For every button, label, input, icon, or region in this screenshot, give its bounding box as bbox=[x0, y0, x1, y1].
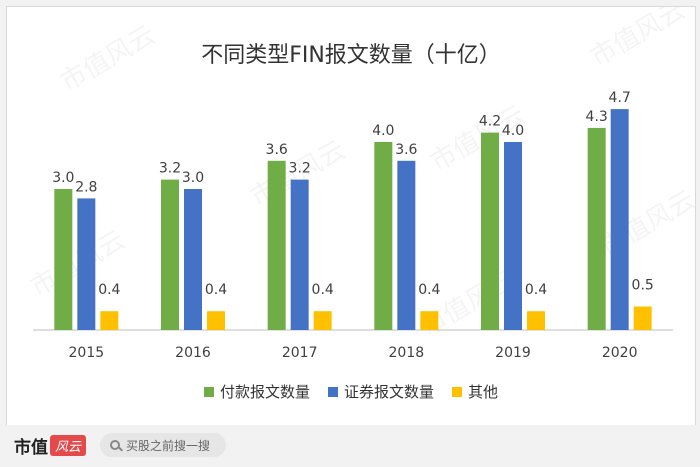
bar-2015-1 bbox=[54, 189, 73, 330]
watermark-text: 市值风云 bbox=[586, 7, 691, 73]
data-label: 4.0 bbox=[372, 123, 394, 139]
data-label: 4.3 bbox=[586, 109, 608, 125]
brand-logo: 市值 风云 bbox=[14, 433, 87, 458]
bar-2018-3 bbox=[420, 311, 439, 330]
legend-label: 其他 bbox=[468, 383, 499, 401]
bar-2020-2 bbox=[610, 109, 629, 330]
legend-label: 付款报文数量 bbox=[219, 383, 310, 401]
data-label: 3.2 bbox=[289, 161, 311, 177]
x-tick-label: 2019 bbox=[495, 345, 531, 361]
legend-swatch bbox=[452, 386, 462, 397]
x-tick-label: 2020 bbox=[602, 345, 638, 361]
footer-bar: 市值 风云 买股之前搜一搜 bbox=[0, 425, 700, 467]
x-tick-label: 2017 bbox=[282, 345, 318, 361]
bar-2020-1 bbox=[587, 127, 606, 331]
data-label: 4.7 bbox=[609, 90, 631, 106]
bar-2016-2 bbox=[184, 189, 202, 330]
bar-2017-3 bbox=[313, 311, 332, 330]
x-tick-label: 2015 bbox=[69, 345, 105, 361]
bar-2019-3 bbox=[527, 311, 545, 330]
data-label: 0.4 bbox=[312, 282, 334, 298]
data-label: 3.2 bbox=[159, 161, 181, 177]
data-label: 0.5 bbox=[632, 278, 654, 294]
bar-2019-2 bbox=[504, 142, 522, 330]
legend-swatch bbox=[327, 386, 338, 397]
bar-2020-3 bbox=[633, 306, 652, 330]
bar-2016-3 bbox=[207, 311, 225, 330]
search-placeholder: 买股之前搜一搜 bbox=[126, 438, 211, 453]
search-icon bbox=[110, 440, 120, 450]
data-label: 3.0 bbox=[182, 170, 204, 186]
x-tick-label: 2016 bbox=[175, 345, 211, 361]
data-label: 0.4 bbox=[98, 282, 120, 298]
bar-2018-2 bbox=[397, 160, 416, 330]
bar-2015-2 bbox=[77, 198, 96, 330]
data-label: 0.4 bbox=[418, 282, 440, 298]
data-label: 3.0 bbox=[52, 170, 74, 186]
data-label: 3.6 bbox=[395, 142, 417, 158]
legend-label: 证券报文数量 bbox=[343, 383, 434, 401]
chart-card: 不同类型FIN报文数量（十亿） 市值风云 市值风云 市值风云 市值风云 市值风云 市值风云… bbox=[6, 6, 696, 426]
legend-item: 付款报文数量 bbox=[203, 381, 310, 402]
data-label: 0.4 bbox=[525, 282, 547, 298]
legend-item: 证券报文数量 bbox=[327, 381, 434, 402]
bar-2017-2 bbox=[290, 179, 309, 330]
legend-item: 其他 bbox=[452, 381, 498, 402]
x-tick-label: 2018 bbox=[389, 345, 425, 361]
bar-2017-1 bbox=[267, 160, 286, 330]
watermark-text: 市值风云 bbox=[56, 20, 161, 98]
bar-2018-1 bbox=[374, 142, 393, 330]
logo-text: 市值 bbox=[14, 438, 48, 458]
chart-title: 不同类型FIN报文数量（十亿） bbox=[201, 43, 501, 68]
legend-swatch bbox=[203, 386, 214, 397]
data-label: 0.4 bbox=[205, 282, 227, 298]
data-label: 4.2 bbox=[479, 114, 501, 130]
data-label: 4.0 bbox=[502, 123, 524, 139]
bar-2019-1 bbox=[481, 132, 499, 330]
data-label: 3.6 bbox=[266, 142, 288, 158]
watermark-text: 市值风云 bbox=[596, 185, 696, 263]
logo-badge: 风云 bbox=[50, 435, 87, 456]
data-label: 2.8 bbox=[75, 179, 97, 195]
search-box[interactable]: 买股之前搜一搜 bbox=[100, 433, 226, 457]
bar-chart: 市值风云市值风云市值风云市值风云市值风云市值风云市值风云3.02.80.4201… bbox=[26, 7, 696, 361]
bar-2016-1 bbox=[161, 179, 179, 330]
legend: 付款报文数量 证券报文数量 其他 bbox=[7, 381, 695, 402]
bar-2015-3 bbox=[100, 311, 119, 330]
